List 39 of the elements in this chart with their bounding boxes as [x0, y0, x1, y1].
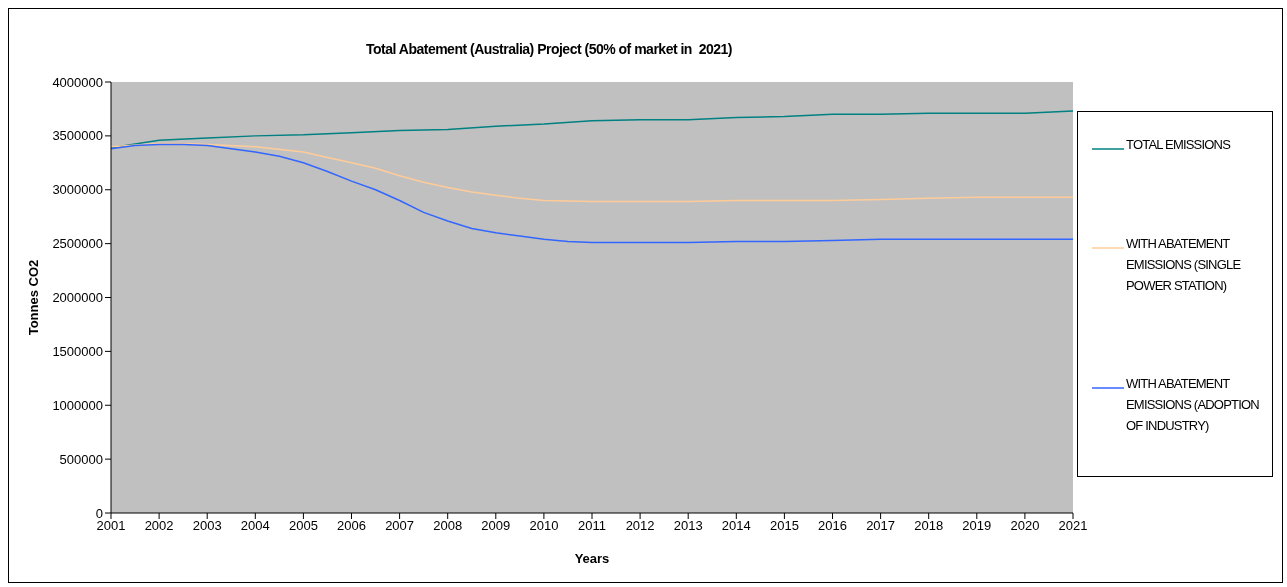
x-tick-label: 2021	[1058, 518, 1088, 534]
x-tick-label: 2006	[337, 518, 366, 534]
x-tick-label: 2017	[866, 518, 896, 534]
y-tick-label: 4000000	[52, 74, 103, 90]
x-tick-label: 2007	[385, 518, 415, 534]
x-tick-label: 2011	[578, 518, 606, 534]
x-tick-label: 2004	[240, 518, 270, 534]
x-tick-label: 2016	[818, 518, 847, 534]
x-tick-label: 2005	[288, 518, 318, 534]
x-tick-label: 2002	[144, 518, 174, 534]
y-tick-label: 2500000	[52, 236, 103, 252]
y-tick-label: 1500000	[52, 343, 103, 359]
x-tick-label: 2014	[721, 518, 751, 534]
x-tick-label: 2013	[673, 518, 703, 534]
x-tick-label: 2008	[433, 518, 463, 534]
x-tick-label: 2020	[1010, 518, 1040, 534]
legend-label: TOTAL EMISSIONS	[1126, 136, 1231, 154]
line-series	[111, 110, 1073, 149]
y-tick-label: 3500000	[52, 128, 103, 144]
chart-title: Total Abatement (Australia) Project (50% of market in 2021)	[365, 41, 733, 57]
y-tick-label: 500000	[59, 451, 103, 467]
line-series	[111, 143, 1073, 244]
line-series	[111, 142, 1073, 203]
y-tick-label: 3000000	[52, 182, 103, 198]
x-tick-label: 2012	[625, 518, 655, 534]
x-tick-label: 2001	[96, 518, 126, 534]
legend-label: WITH ABATEMENT EMISSIONS (ADOPTION OF INDUSTRY)	[1126, 375, 1260, 435]
x-tick-label: 2018	[914, 518, 944, 534]
y-tick-label: 1000000	[52, 397, 103, 413]
y-tick-label: 2000000	[52, 290, 103, 306]
x-tick-label: 2003	[192, 518, 222, 534]
x-axis-title: Years	[574, 551, 610, 566]
y-axis-title: Tonnes CO2	[25, 259, 41, 336]
y-tick-label: 0	[95, 505, 103, 521]
x-tick-label: 2015	[769, 518, 799, 534]
legend-label: WITH ABATEMENT EMISSIONS (SINGLE POWER STATION)	[1126, 234, 1242, 295]
x-tick-label: 2009	[481, 518, 511, 534]
x-tick-label: 2019	[962, 518, 992, 534]
x-tick-label: 2010	[529, 518, 559, 534]
